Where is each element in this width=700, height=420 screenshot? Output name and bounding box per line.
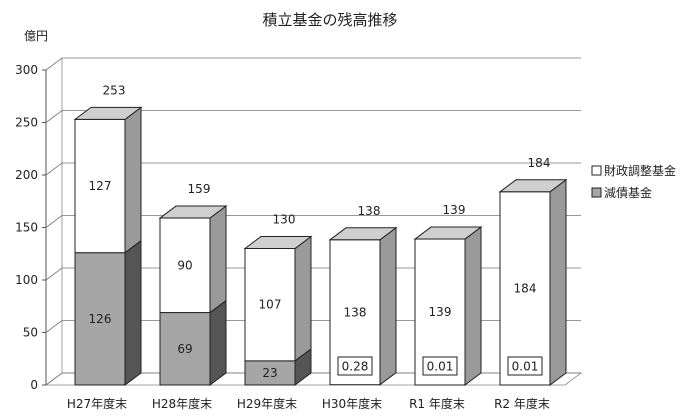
data-label-box	[422, 356, 458, 376]
y-tick-label: 0	[30, 378, 38, 392]
x-tick-label: H30年度末	[322, 396, 382, 411]
y-axis-ticks: 0 50 100 150 200 250 300	[15, 63, 38, 392]
x-axis-ticks: H27年度末 H28年度末 H29年度末 H30年度末 R1 年度末 R2 年度末	[67, 396, 550, 411]
bar-top	[73, 106, 143, 120]
total-label: 184	[528, 156, 551, 170]
bar-group: 0.01 139 139	[413, 203, 483, 386]
data-label: 138	[344, 305, 367, 319]
gridline	[45, 372, 581, 386]
total-label: 253	[103, 83, 126, 97]
data-label: 184	[514, 281, 537, 295]
bar-group: 23 107 130	[243, 213, 313, 386]
legend-swatch	[591, 187, 602, 198]
bar-segment-side	[549, 178, 567, 386]
legend-label: 財政調整基金	[604, 163, 676, 178]
y-tick-label: 300	[15, 63, 38, 77]
gridline	[45, 57, 581, 71]
gridline	[45, 162, 581, 176]
x-tick-label: H28年度末	[152, 396, 212, 411]
bar-segment-side	[124, 106, 142, 254]
x-tick-label: H29年度末	[237, 396, 297, 411]
data-label: 69	[177, 342, 192, 356]
bar-segment-side	[209, 205, 227, 314]
total-label: 130	[273, 213, 296, 227]
legend-swatch	[591, 165, 602, 176]
data-label: 0.28	[342, 360, 369, 374]
total-label: 159	[188, 182, 211, 196]
data-label: 90	[177, 258, 192, 272]
bar-top	[328, 227, 398, 241]
bar-group: 69 90 159	[158, 182, 228, 386]
gridline	[45, 215, 581, 228]
x-tick-label: R1 年度末	[409, 396, 465, 411]
data-label-box	[507, 356, 543, 376]
x-tick-label: R2 年度末	[494, 396, 550, 411]
y-axis-label: 億円	[24, 29, 48, 43]
bar-group: 0.01 184 184	[498, 156, 568, 386]
total-label: 138	[358, 204, 381, 218]
data-label: 0.01	[512, 360, 539, 374]
bars: 126 127 253 69 90 159 23 107 130 0.28 138 138 0.01 13…	[73, 83, 568, 386]
y-tick-label: 200	[15, 168, 38, 182]
data-label: 107	[259, 298, 282, 312]
bar-top	[413, 226, 483, 240]
bar-segment-side	[464, 226, 482, 386]
bar-group: 126 127 253	[73, 83, 143, 386]
bar-segment-side	[209, 299, 227, 386]
bar-segment	[499, 191, 551, 386]
data-label-box	[337, 356, 373, 376]
bar-top	[243, 236, 313, 249]
bar-segment	[74, 252, 126, 386]
gridline	[45, 267, 581, 281]
bar-segment-side	[294, 235, 312, 362]
bar-segment-side	[379, 226, 397, 386]
chart-title: 積立基金の残高推移	[262, 11, 397, 29]
data-label: 139	[429, 305, 452, 319]
data-label: 127	[89, 179, 112, 193]
bar-top	[158, 205, 228, 219]
gridline	[45, 110, 581, 123]
legend-label: 減債基金	[604, 185, 652, 200]
gridline	[45, 320, 581, 333]
y-tick-label: 50	[23, 326, 38, 340]
bar-segment	[244, 248, 296, 362]
bar-segment	[74, 118, 126, 254]
x-tick-label: H27年度末	[67, 396, 127, 411]
total-label: 139	[443, 203, 466, 217]
y-tick-label: 250	[15, 116, 38, 130]
bar-group: 0.28 138 138	[328, 204, 398, 386]
data-label: 23	[262, 366, 277, 380]
y-tick-label: 100	[15, 273, 38, 287]
data-label: 126	[89, 312, 112, 326]
y-tick-label: 150	[15, 221, 38, 235]
bar-top	[498, 179, 568, 193]
bar-segment-side	[124, 239, 142, 386]
data-label: 0.01	[427, 360, 454, 374]
